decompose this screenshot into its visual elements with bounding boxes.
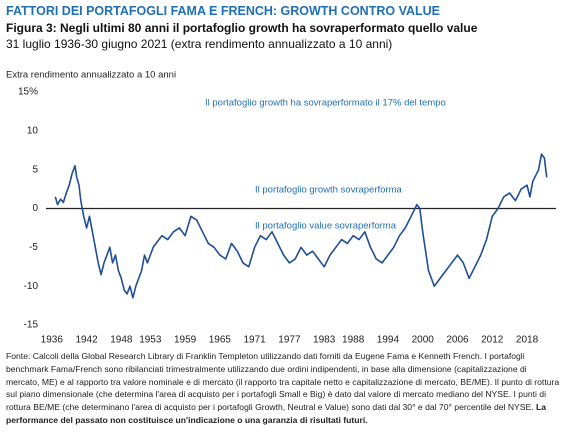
x-tick-label: 2012	[481, 335, 504, 346]
x-tick-label: 1942	[75, 335, 98, 346]
y-tick-label: 0	[32, 203, 38, 214]
date-range: 31 luglio 1936-30 giugno 2021 (extra ren…	[6, 37, 393, 51]
x-tick-label: 2006	[446, 335, 469, 346]
x-tick-label: 1965	[209, 335, 232, 346]
y-tick-label: -5	[29, 242, 38, 253]
x-tick-label: 1983	[313, 335, 336, 346]
x-tick-label: 1953	[139, 335, 162, 346]
annotation: Il portafoglio value sovraperforma	[255, 221, 397, 232]
x-tick-label: 1977	[278, 335, 301, 346]
y-axis-title: Extra rendimento annualizzato a 10 anni	[6, 70, 176, 81]
annotation: Il portafoglio growth ha sovraperformato…	[205, 98, 446, 109]
x-tick-label: 2000	[412, 335, 435, 346]
y-tick-label: 10	[27, 125, 39, 136]
x-tick-label: 1936	[41, 335, 64, 346]
y-tick-label: -15	[24, 320, 39, 331]
x-tick-label: 1988	[342, 335, 365, 346]
footnote: Fonte: Calcoli della Global Research Lib…	[6, 350, 562, 427]
figure-caption: Figura 3: Negli ultimi 80 anni il portaf…	[6, 21, 478, 35]
x-tick-label: 1994	[377, 335, 400, 346]
footnote-text: Fonte: Calcoli della Global Research Lib…	[6, 351, 560, 413]
x-tick-label: 1971	[244, 335, 267, 346]
x-tick-label: 2018	[516, 335, 539, 346]
y-tick-label: 5	[32, 164, 38, 175]
series-line	[54, 153, 548, 299]
annotation: Il portafoglio growth sovraperforma	[255, 185, 403, 196]
y-tick-label: -10	[24, 281, 39, 292]
y-tick-label: 15%	[18, 87, 38, 98]
header-title: FATTORI DEI PORTAFOGLI FAMA E FRENCH: GR…	[6, 4, 441, 18]
x-tick-label: 1948	[110, 335, 133, 346]
footnote-disclaimer: La performance del passato non costituis…	[6, 402, 547, 425]
chart: Extra rendimento annualizzato a 10 anni 1…	[6, 70, 556, 346]
x-tick-label: 1959	[174, 335, 197, 346]
